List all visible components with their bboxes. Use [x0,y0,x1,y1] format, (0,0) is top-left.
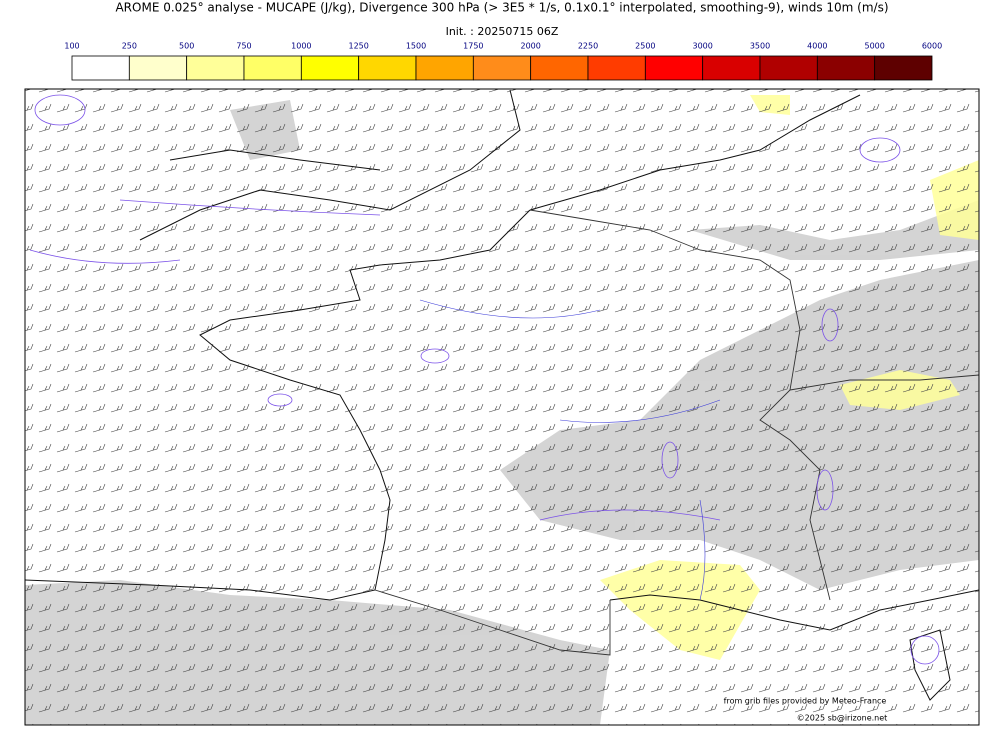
rivers [419,299,721,601]
colorbar-cell [300,55,360,81]
colorbar-tick-label: 1000 [291,42,311,51]
colorbar-tick-label: 750 [236,42,251,51]
copyright: ©2025 sb@irizone.net [797,714,888,723]
colorbar-tick-label: 2250 [578,42,598,51]
colorbar-cell [472,55,532,81]
colorbar-tick-label: 100 [64,42,79,51]
colorbar-tick-label: 2000 [520,42,540,51]
init-time: Init. : 20250715 06Z [446,25,559,38]
colorbar-cell [71,55,130,81]
colorbar: 100 250 500 750 1000 1250 1500 1750 2000 2250 2500… [64,42,942,81]
colorbar-cell [128,55,188,81]
colorbar-cell [186,55,245,81]
title: AROME 0.025° analyse - MUCAPE (J/kg), Di… [115,1,888,15]
colorbar-tick-label: 500 [179,42,194,51]
colorbar-tick-label: 3500 [750,42,770,51]
colorbar-cell [358,55,417,81]
colorbar-tick-label: 1500 [406,42,426,51]
colorbar-tick-label: 4000 [807,42,827,51]
source-credit: from grib files provided by Meteo-France [724,697,887,706]
divergence-contours [29,94,940,665]
colorbar-tick-label: 6000 [922,42,942,51]
colorbar-tick-label: 250 [122,42,137,51]
colorbar-tick-label: 2500 [635,42,655,51]
colorbar-cell [759,55,818,81]
colorbar-tick-label: 1250 [348,42,368,51]
colorbar-cell [702,55,761,81]
colorbar-cell [243,55,302,81]
map-frame [24,88,980,726]
colorbar-tick-label: 5000 [864,42,884,51]
colorbar-tick-label: 1750 [463,42,483,51]
colorbar-cell [530,55,589,81]
colorbar-tick-label: 3000 [692,42,712,51]
map: from grib files provided by Meteo-France… [25,89,979,725]
colorbar-cell [816,55,876,81]
colorbar-cell [644,55,704,81]
colorbar-cell [587,55,646,81]
colorbar-cell [415,55,474,81]
borders [374,209,979,656]
colorbar-cell [874,55,933,81]
wind-barbs [25,89,979,725]
